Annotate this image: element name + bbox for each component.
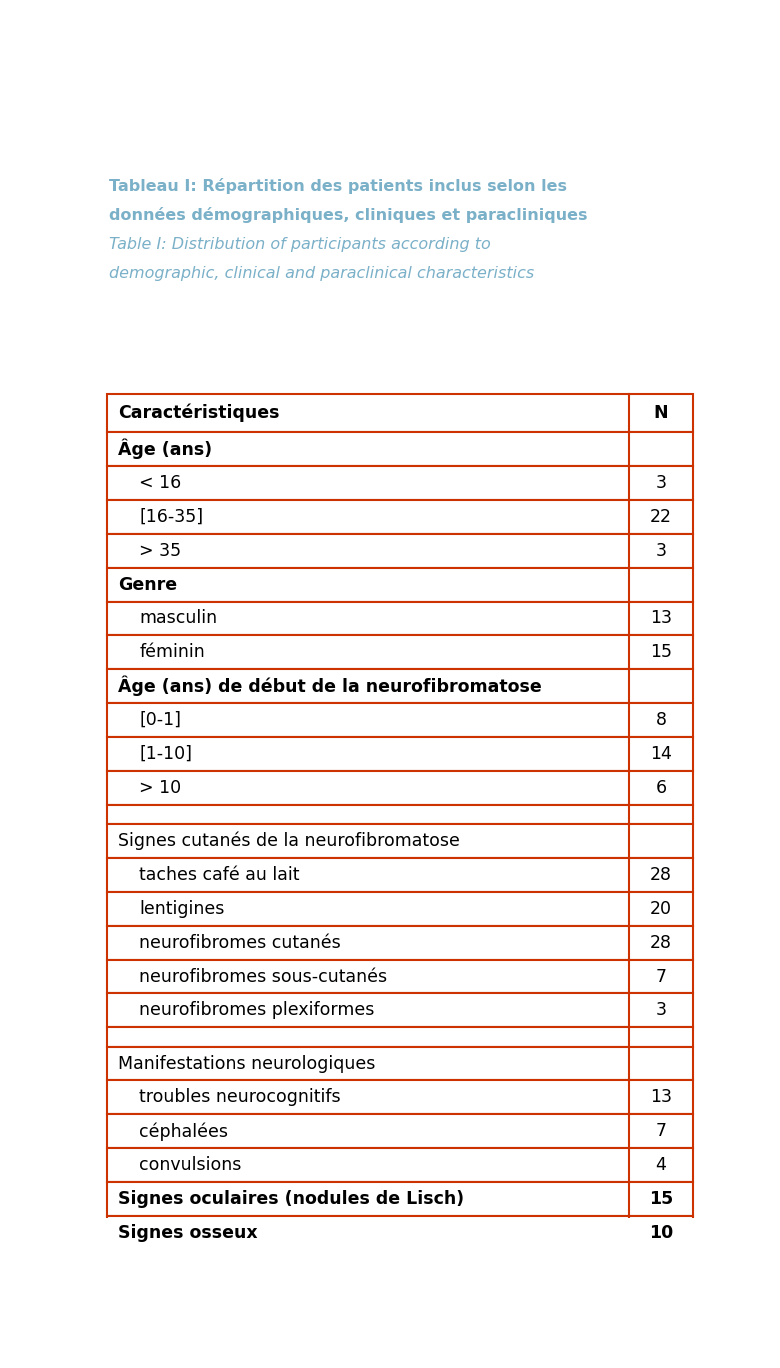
Text: neurofibromes cutanés: neurofibromes cutanés	[140, 933, 341, 952]
Text: Signes osseux: Signes osseux	[118, 1224, 257, 1242]
Bar	[107, 1027, 693, 1047]
Bar	[107, 703, 693, 737]
Text: féminin: féminin	[140, 643, 205, 661]
Text: céphalées: céphalées	[140, 1122, 229, 1141]
Text: 22: 22	[650, 508, 672, 525]
Text: 14: 14	[650, 746, 672, 763]
Text: [16-35]: [16-35]	[140, 508, 204, 525]
Text: Tableau I: Répartition des patients inclus selon les: Tableau I: Répartition des patients incl…	[109, 178, 567, 194]
Text: 8: 8	[655, 711, 666, 729]
Text: 13: 13	[650, 1089, 672, 1107]
Text: 28: 28	[650, 866, 672, 884]
Text: lentigines: lentigines	[140, 900, 225, 918]
Text: 4: 4	[655, 1156, 666, 1174]
Bar	[107, 1047, 693, 1081]
Text: Caractéristiques: Caractéristiques	[118, 404, 279, 423]
Text: Signes oculaires (nodules de Lisch): Signes oculaires (nodules de Lisch)	[118, 1190, 464, 1208]
Text: demographic, clinical and paraclinical characteristics: demographic, clinical and paraclinical c…	[109, 265, 534, 280]
Text: 28: 28	[650, 933, 672, 952]
Bar	[107, 534, 693, 568]
Text: Âge (ans): Âge (ans)	[118, 439, 212, 460]
Text: 7: 7	[655, 1122, 666, 1141]
Bar	[107, 824, 693, 858]
Bar	[107, 926, 693, 959]
Text: Signes cutanés de la neurofibromatose: Signes cutanés de la neurofibromatose	[118, 832, 459, 851]
Bar	[107, 432, 693, 466]
Text: Âge (ans) de début de la neurofibromatose: Âge (ans) de début de la neurofibromatos…	[118, 676, 541, 696]
Bar	[107, 772, 693, 804]
Text: masculin: masculin	[140, 610, 218, 628]
Bar	[107, 635, 693, 669]
Text: convulsions: convulsions	[140, 1156, 242, 1174]
Text: N: N	[654, 404, 668, 421]
Bar	[107, 1182, 693, 1216]
Bar	[107, 602, 693, 635]
Bar	[107, 737, 693, 772]
Text: neurofibromes sous-cutanés: neurofibromes sous-cutanés	[140, 967, 388, 985]
Bar	[107, 892, 693, 926]
Text: neurofibromes plexiformes: neurofibromes plexiformes	[140, 1001, 374, 1019]
Text: 15: 15	[649, 1190, 673, 1208]
Bar	[107, 1216, 693, 1250]
Text: Table I: Distribution of participants according to: Table I: Distribution of participants ac…	[109, 237, 491, 252]
Text: > 10: > 10	[140, 778, 182, 798]
Bar	[107, 1081, 693, 1115]
Text: [1-10]: [1-10]	[140, 746, 193, 763]
Bar	[107, 993, 693, 1027]
Text: [0-1]: [0-1]	[140, 711, 182, 729]
Bar	[107, 394, 693, 432]
Text: 7: 7	[655, 967, 666, 985]
Text: Genre: Genre	[118, 576, 177, 594]
Text: taches café au lait: taches café au lait	[140, 866, 300, 884]
Text: 3: 3	[655, 542, 666, 560]
Text: > 35: > 35	[140, 542, 182, 560]
Bar	[107, 959, 693, 993]
Bar	[107, 1115, 693, 1148]
Text: 3: 3	[655, 473, 666, 492]
Text: < 16: < 16	[140, 473, 182, 492]
Bar	[107, 1148, 693, 1182]
Text: 10: 10	[649, 1224, 673, 1242]
Text: 3: 3	[655, 1001, 666, 1019]
Text: 20: 20	[650, 900, 672, 918]
Text: 13: 13	[650, 610, 672, 628]
Text: troubles neurocognitifs: troubles neurocognitifs	[140, 1089, 341, 1107]
Bar	[107, 568, 693, 602]
Bar	[107, 669, 693, 703]
Text: 6: 6	[655, 778, 666, 798]
Text: 15: 15	[650, 643, 672, 661]
Bar	[107, 858, 693, 892]
Text: Manifestations neurologiques: Manifestations neurologiques	[118, 1055, 375, 1073]
Bar	[107, 804, 693, 824]
Bar	[107, 499, 693, 534]
Text: données démographiques, cliniques et paracliniques: données démographiques, cliniques et par…	[109, 208, 587, 223]
Bar	[107, 466, 693, 499]
